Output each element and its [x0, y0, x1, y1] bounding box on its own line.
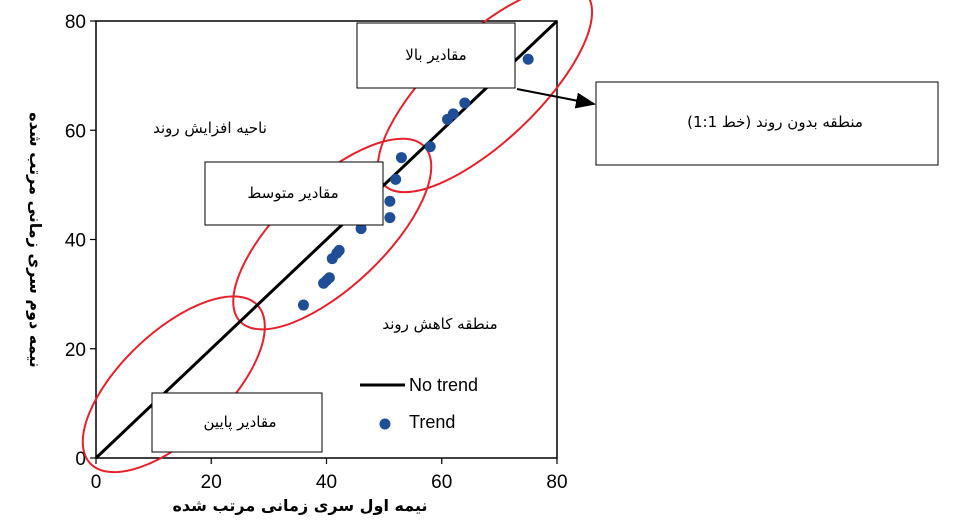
y-tick-label: 80: [65, 12, 86, 33]
medium-values-label: مقادیر متوسط: [247, 184, 338, 202]
trend-point: [333, 244, 345, 256]
trend-point: [390, 173, 402, 185]
no-trend-zone-label: منطقه بدون روند (خط 1:1): [687, 113, 863, 131]
y-tick-label: 0: [75, 449, 86, 470]
trend-point: [355, 223, 367, 235]
legend-trend-marker: [379, 418, 391, 430]
y-tick-label: 60: [65, 121, 86, 142]
increasing-zone-label: ناحیه افزایش روند: [153, 119, 267, 137]
legend-no-trend-label: No trend: [409, 375, 478, 395]
x-axis-title: نیمه اول سری زمانی مرتب شده: [172, 496, 427, 515]
x-tick-label: 80: [546, 472, 567, 493]
pointer-arrow: [516, 88, 596, 109]
trend-point: [297, 299, 309, 311]
y-tick-label: 40: [65, 231, 86, 252]
trend-point: [384, 212, 396, 224]
trend-point: [424, 141, 436, 153]
trend-point: [447, 108, 459, 120]
trend-point: [384, 195, 396, 207]
y-tick-label: 20: [65, 340, 86, 361]
no-trend-zone-box: [595, 81, 939, 166]
no-trend-line: [94, 19, 559, 460]
y-axis-title: نیمه دوم سری زمانی مرتب شده: [26, 112, 45, 368]
high-values-label: مقادیر بالا: [405, 46, 466, 64]
x-tick-label: 40: [316, 472, 337, 493]
legend-trend-label: Trend: [409, 412, 455, 432]
x-tick-label: 0: [91, 472, 102, 493]
low-values-label: مقادیر پایین: [204, 413, 277, 432]
medium-values-box: [204, 161, 384, 226]
trend-point: [522, 53, 534, 65]
x-tick-label: 60: [431, 472, 452, 493]
trend-point: [395, 152, 407, 164]
trend-point: [459, 97, 471, 109]
high-values-box: [356, 22, 516, 89]
trend-point: [323, 272, 335, 284]
x-tick-label: 20: [201, 472, 222, 493]
decreasing-zone-label: منطقه کاهش روند: [382, 315, 497, 333]
low-values-box: [151, 392, 323, 453]
